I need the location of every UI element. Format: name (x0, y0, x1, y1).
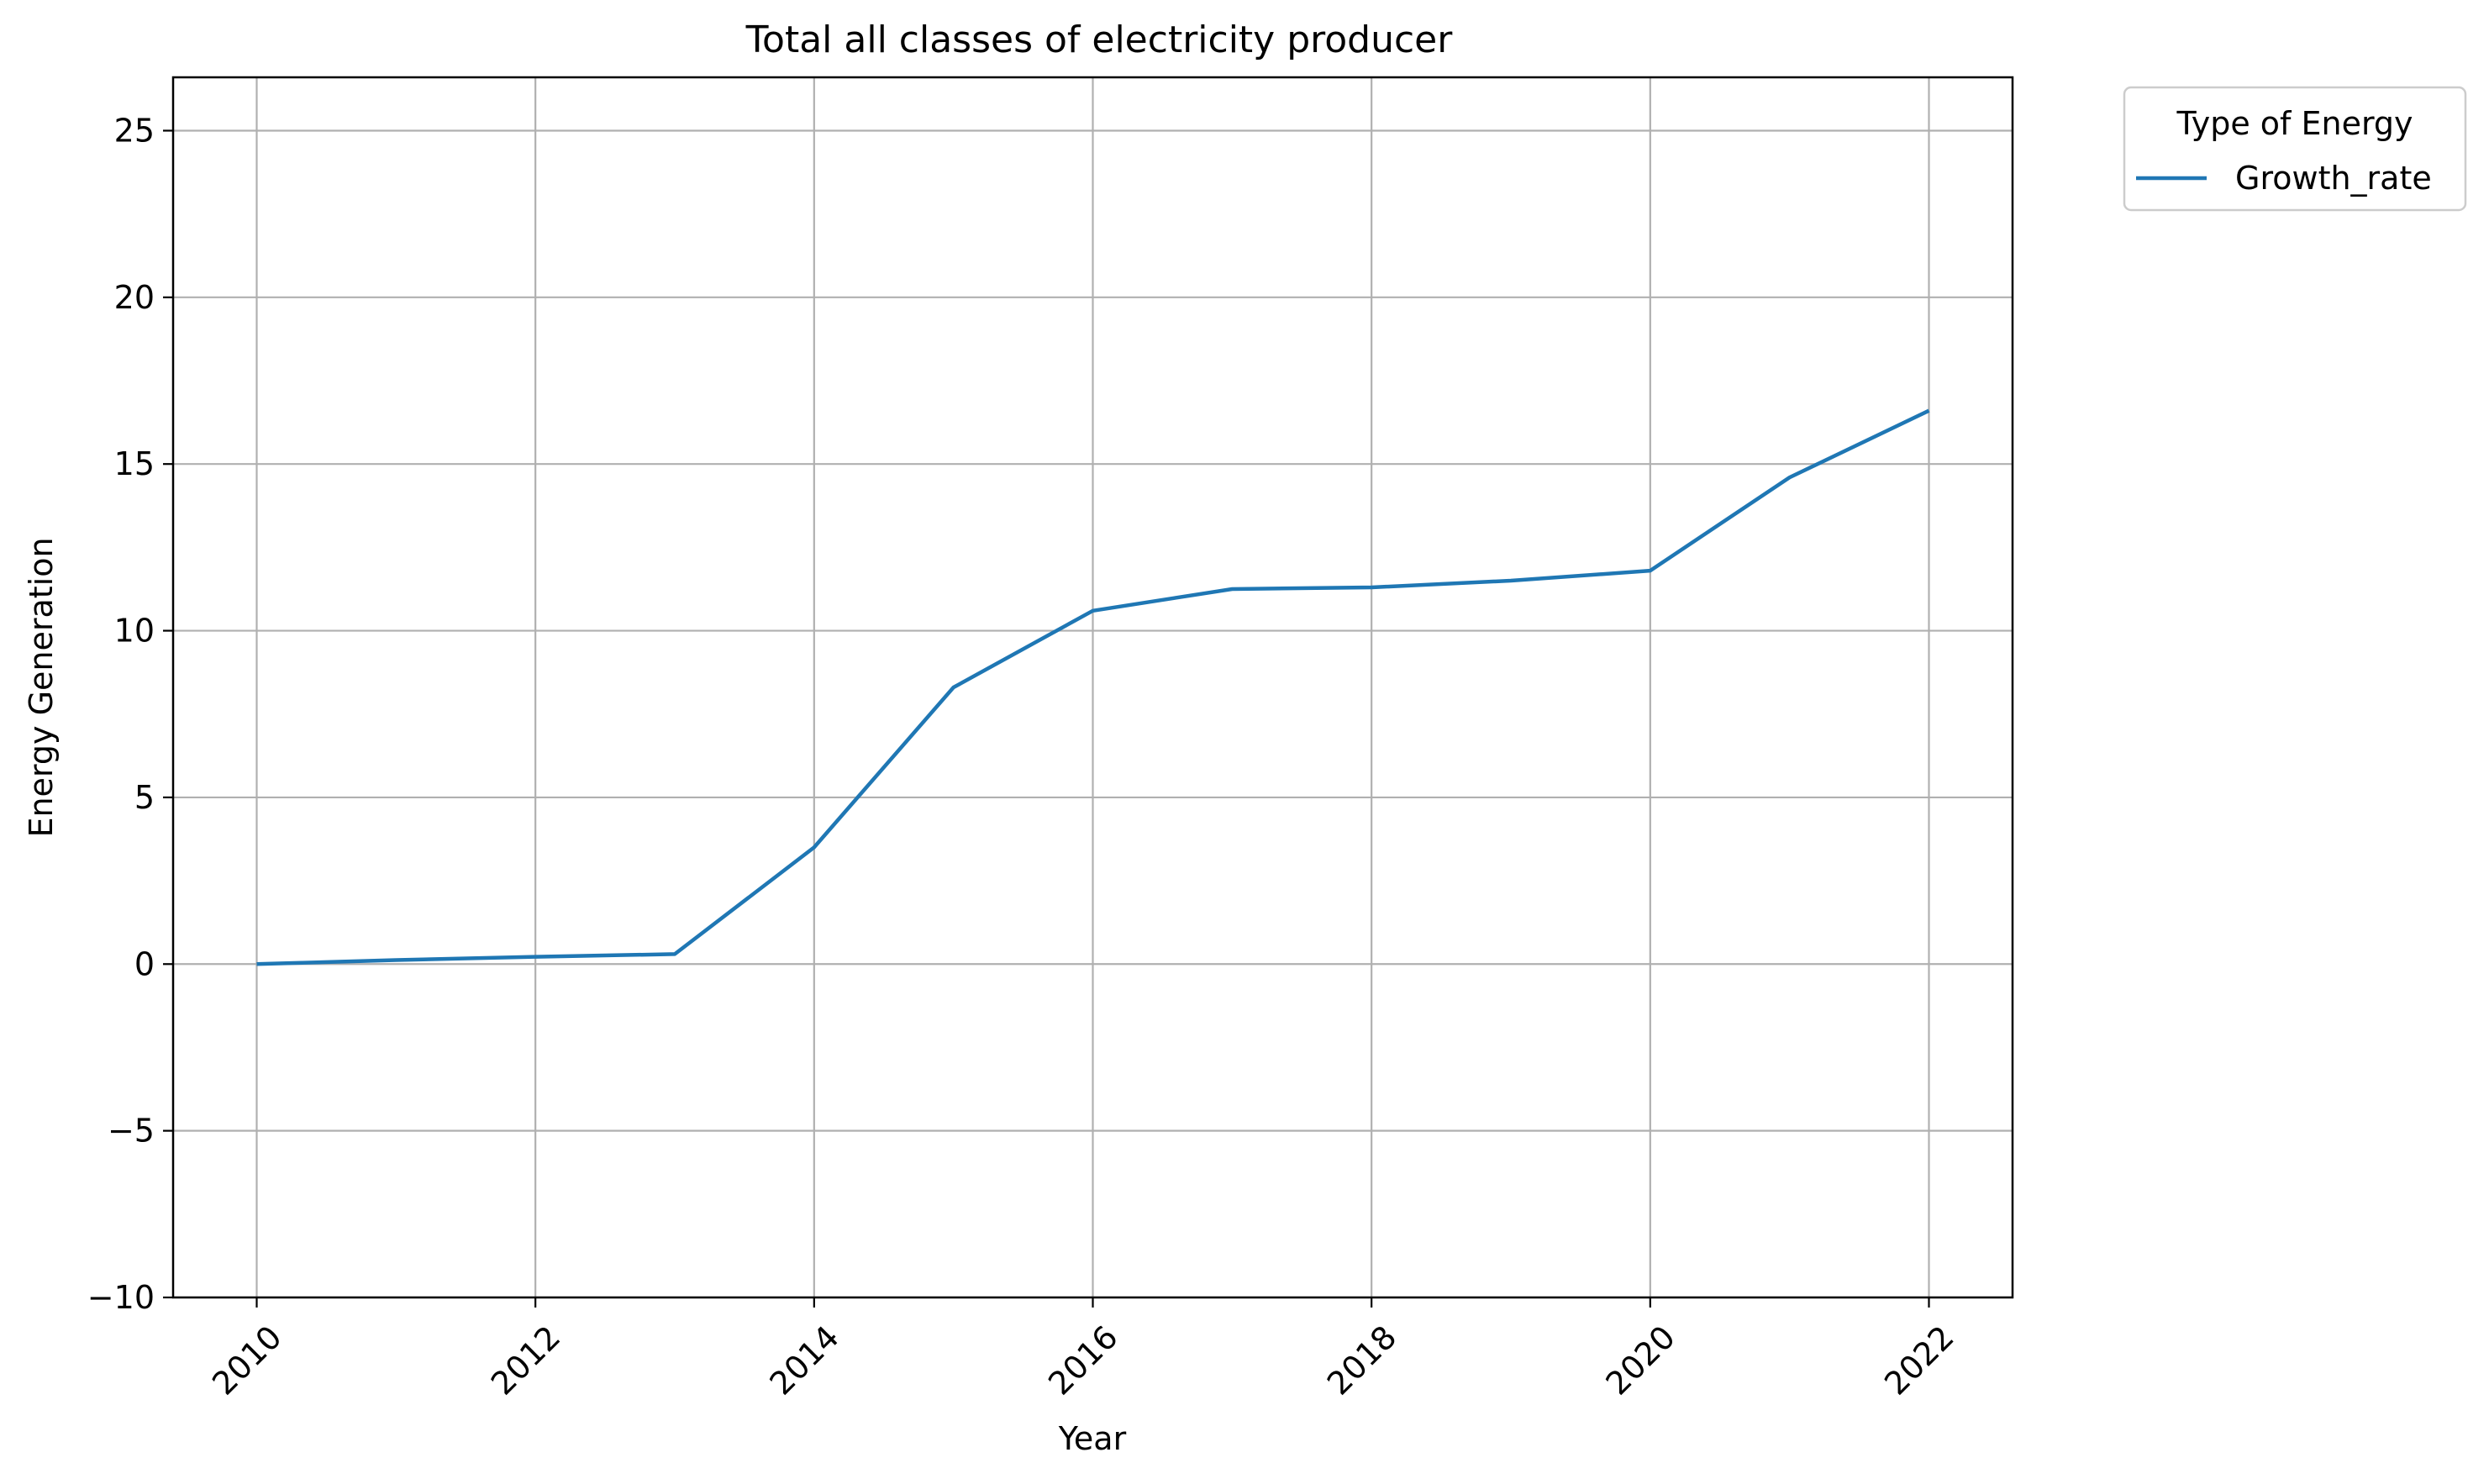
legend: Type of Energy Growth_rate (2123, 86, 2467, 212)
y-tick-label: 5 (134, 779, 155, 816)
series-line (256, 408, 1930, 966)
legend-box (2123, 86, 2467, 212)
grid (173, 77, 2013, 1299)
y-tick-label: 0 (134, 945, 155, 982)
legend-entry-label: Growth_rate (2235, 160, 2432, 197)
y-tick-label: −5 (108, 1113, 155, 1150)
y-tick-label: 10 (114, 613, 155, 650)
y-tick-label: 25 (114, 112, 155, 149)
y-tick-label: 20 (114, 279, 155, 316)
series-layer (256, 408, 1930, 966)
chart-title: Total all classes of electricity produce… (745, 18, 1454, 61)
y-axis: −10 −5 0 5 10 15 20 25 (87, 112, 173, 1316)
legend-title: Type of Energy (2176, 105, 2413, 142)
x-axis-label: Year (1058, 1420, 1127, 1457)
y-tick-label: −10 (87, 1279, 155, 1316)
y-tick-label: 15 (114, 445, 155, 482)
y-axis-label: Energy Generation (23, 537, 60, 837)
